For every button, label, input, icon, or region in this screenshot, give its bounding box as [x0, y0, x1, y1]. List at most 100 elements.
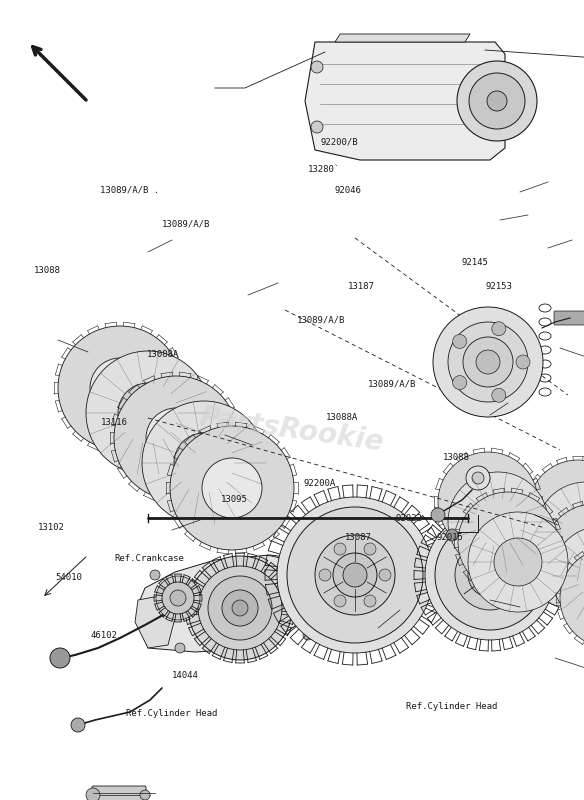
- Circle shape: [544, 504, 584, 604]
- Circle shape: [174, 433, 234, 493]
- Circle shape: [162, 582, 194, 614]
- Circle shape: [468, 512, 568, 612]
- Circle shape: [175, 643, 185, 653]
- Circle shape: [277, 497, 433, 653]
- Circle shape: [232, 600, 248, 616]
- Circle shape: [222, 590, 258, 626]
- Polygon shape: [335, 34, 470, 42]
- FancyBboxPatch shape: [92, 786, 146, 800]
- Circle shape: [455, 540, 525, 610]
- Circle shape: [551, 579, 569, 597]
- Text: 54010: 54010: [55, 573, 82, 582]
- Circle shape: [315, 535, 395, 615]
- Circle shape: [478, 563, 502, 587]
- Polygon shape: [135, 595, 175, 648]
- Circle shape: [142, 401, 266, 525]
- Text: 13095: 13095: [221, 495, 248, 505]
- Circle shape: [287, 507, 423, 643]
- Circle shape: [170, 590, 186, 606]
- Circle shape: [472, 472, 484, 484]
- Circle shape: [311, 121, 323, 133]
- Circle shape: [198, 566, 282, 650]
- Circle shape: [150, 570, 160, 580]
- Text: 92145: 92145: [461, 258, 488, 267]
- Circle shape: [333, 553, 377, 597]
- Text: Ref.Cylinder Head: Ref.Cylinder Head: [126, 709, 217, 718]
- Text: 13088A: 13088A: [147, 350, 179, 359]
- Text: PartsRookie: PartsRookie: [198, 403, 386, 457]
- Text: 13087: 13087: [345, 533, 371, 542]
- Circle shape: [433, 307, 543, 417]
- Text: 46102: 46102: [91, 631, 117, 641]
- Circle shape: [468, 553, 512, 597]
- Text: 13187: 13187: [347, 282, 374, 291]
- Circle shape: [484, 518, 532, 566]
- Circle shape: [156, 576, 200, 620]
- Circle shape: [453, 334, 467, 349]
- Circle shape: [170, 426, 294, 550]
- Text: 13088: 13088: [443, 453, 470, 462]
- Circle shape: [438, 452, 538, 552]
- Text: 13088A: 13088A: [326, 413, 358, 422]
- Circle shape: [90, 358, 150, 418]
- Circle shape: [492, 388, 506, 402]
- Circle shape: [466, 466, 490, 490]
- Text: 13089/A/B .: 13089/A/B .: [100, 186, 159, 195]
- Text: 92200/B: 92200/B: [320, 138, 357, 147]
- Circle shape: [140, 790, 150, 800]
- Circle shape: [364, 543, 376, 555]
- Text: 14044: 14044: [172, 671, 199, 681]
- Circle shape: [202, 458, 262, 518]
- Circle shape: [469, 73, 525, 129]
- Text: 13089/A/B: 13089/A/B: [297, 315, 345, 325]
- Circle shape: [463, 337, 513, 387]
- Text: 13089/A/B: 13089/A/B: [162, 219, 211, 229]
- Circle shape: [446, 529, 458, 541]
- Circle shape: [58, 326, 182, 450]
- Circle shape: [334, 595, 346, 607]
- Circle shape: [474, 498, 522, 546]
- Circle shape: [492, 322, 506, 336]
- Circle shape: [567, 552, 583, 568]
- Circle shape: [164, 602, 180, 618]
- Circle shape: [303, 630, 313, 640]
- Circle shape: [458, 492, 558, 592]
- Circle shape: [208, 576, 272, 640]
- Polygon shape: [138, 555, 320, 652]
- Circle shape: [464, 478, 512, 526]
- Circle shape: [560, 548, 584, 648]
- Circle shape: [542, 570, 578, 606]
- Circle shape: [188, 556, 292, 660]
- Circle shape: [319, 569, 331, 581]
- Circle shape: [343, 563, 367, 587]
- Circle shape: [448, 472, 548, 572]
- Text: 92200A: 92200A: [304, 479, 336, 489]
- Text: 13089/A/B: 13089/A/B: [368, 379, 416, 389]
- Circle shape: [118, 383, 178, 443]
- Circle shape: [146, 408, 206, 468]
- Circle shape: [425, 510, 555, 640]
- Circle shape: [86, 351, 210, 475]
- Circle shape: [553, 485, 584, 535]
- Circle shape: [536, 482, 584, 582]
- Circle shape: [494, 538, 542, 586]
- Circle shape: [476, 350, 500, 374]
- Circle shape: [448, 322, 528, 402]
- Circle shape: [528, 460, 584, 560]
- Circle shape: [334, 543, 346, 555]
- Text: 13102: 13102: [38, 523, 65, 533]
- Text: 92046: 92046: [334, 186, 361, 195]
- Circle shape: [431, 508, 445, 522]
- Circle shape: [457, 61, 537, 141]
- Circle shape: [487, 91, 507, 111]
- Circle shape: [311, 61, 323, 73]
- Text: 13088: 13088: [34, 266, 61, 275]
- Circle shape: [290, 553, 300, 563]
- Circle shape: [552, 526, 584, 626]
- Text: 92153: 92153: [486, 282, 513, 291]
- FancyBboxPatch shape: [554, 311, 584, 325]
- Circle shape: [577, 551, 584, 601]
- Circle shape: [71, 718, 85, 732]
- Circle shape: [569, 529, 584, 579]
- Text: 13280`: 13280`: [308, 165, 340, 174]
